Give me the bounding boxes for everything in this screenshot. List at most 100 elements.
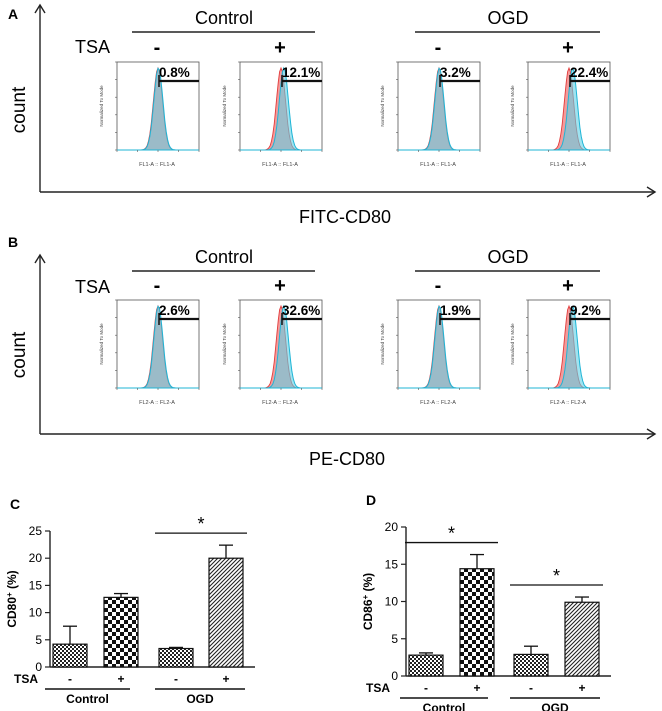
- panel-b: B count PE-CD80 TSA Control OGD -2.6%FL2…: [8, 234, 657, 469]
- panel-b-label: B: [8, 234, 18, 250]
- panel-a-xlabel: FITC-CD80: [299, 207, 391, 227]
- tsa-sign: -: [435, 37, 442, 59]
- bar: [103, 596, 139, 668]
- panel-b-xlabel: PE-CD80: [309, 449, 385, 469]
- y-axis-label-suffix: (%): [5, 570, 19, 592]
- y-axis-label: CD86+ (%): [361, 573, 376, 630]
- tsa-sign: -: [435, 275, 442, 297]
- panel-a-ylabel: count: [9, 86, 30, 133]
- tsa-label: TSA: [14, 672, 38, 686]
- panel-a-histogram: +12.1%FL1-A :: FL1-A Normalized To Mode: [222, 37, 323, 168]
- panel-b-histogram: +32.6%FL2-A :: FL2-A Normalized To Mode: [222, 275, 323, 406]
- percent-label: 0.8%: [159, 65, 190, 80]
- histogram-x-axis-label: FL1-A :: FL1-A: [262, 162, 298, 168]
- histogram-x-axis-label: FL1-A :: FL1-A: [550, 162, 586, 168]
- bar: [459, 568, 495, 677]
- histogram-x-axis-label: FL1-A :: FL1-A: [420, 162, 456, 168]
- tsa-sign: -: [174, 672, 178, 686]
- histogram-y-axis-label: Normalized To Mode: [99, 85, 104, 127]
- percent-label: 1.9%: [440, 303, 471, 318]
- y-tick-label: 15: [385, 557, 399, 571]
- panel-a-histogram: -0.8%FL1-A :: FL1-A Normalized To Mode: [99, 37, 200, 168]
- panel-b-group-ogd: OGD: [487, 247, 528, 267]
- y-axis-label-main: CD86: [361, 599, 375, 630]
- panel-c-bar-chart: C 0 5 10 15 20 25 CD80+ (%) - + - + TSA Control OGD *: [5, 496, 255, 706]
- significance-star: *: [197, 514, 204, 534]
- bar: [513, 653, 549, 677]
- bar: [52, 643, 88, 668]
- panel-a-tsa-label: TSA: [75, 37, 110, 57]
- histogram-x-axis-label: FL2-A :: FL2-A: [550, 400, 586, 406]
- y-tick-label: 20: [29, 551, 43, 565]
- histogram-x-axis-label: FL2-A :: FL2-A: [139, 400, 175, 406]
- cd80-peak: [117, 67, 199, 151]
- cd80-peak: [398, 67, 480, 151]
- panel-a-histogram: -3.2%FL1-A :: FL1-A Normalized To Mode: [380, 37, 481, 168]
- tsa-sign: +: [578, 681, 585, 695]
- tsa-sign: -: [154, 275, 161, 297]
- tsa-sign: +: [222, 672, 229, 686]
- panel-c-label: C: [10, 496, 20, 512]
- panel-b-histogram: -2.6%FL2-A :: FL2-A Normalized To Mode: [99, 275, 200, 406]
- y-tick-label: 0: [391, 669, 398, 683]
- histogram-y-axis-label: Normalized To Mode: [222, 323, 227, 365]
- tsa-sign: -: [529, 681, 533, 695]
- panel-b-ylabel: count: [9, 331, 30, 378]
- tsa-sign: +: [473, 681, 480, 695]
- bar: [208, 557, 244, 668]
- panel-a-x-arrow: [646, 186, 657, 198]
- significance-star: *: [553, 566, 560, 586]
- histogram-x-axis-label: FL2-A :: FL2-A: [262, 400, 298, 406]
- y-tick-label: 5: [391, 632, 398, 646]
- panel-b-y-arrow: [34, 253, 46, 264]
- histogram-y-axis-label: Normalized To Mode: [510, 85, 515, 127]
- group-label: Control: [423, 701, 466, 711]
- y-axis-label-suffix: (%): [361, 573, 375, 595]
- y-tick-label: 20: [385, 520, 399, 534]
- tsa-sign: +: [274, 37, 286, 59]
- tsa-sign: -: [68, 672, 72, 686]
- tsa-sign: +: [562, 275, 574, 297]
- percent-label: 2.6%: [159, 303, 190, 318]
- tsa-sign: -: [154, 37, 161, 59]
- y-tick-label: 10: [29, 606, 43, 620]
- panel-b-x-arrow: [646, 428, 657, 440]
- histogram-y-axis-label: Normalized To Mode: [99, 323, 104, 365]
- panel-a-y-arrow: [34, 3, 46, 14]
- tsa-sign: +: [117, 672, 124, 686]
- percent-label: 22.4%: [570, 65, 608, 80]
- panel-b-histogram: +9.2%FL2-A :: FL2-A Normalized To Mode: [510, 275, 611, 406]
- group-label: OGD: [541, 701, 569, 711]
- cd80-peak: [117, 305, 199, 389]
- tsa-sign: +: [562, 37, 574, 59]
- tsa-sign: -: [424, 681, 428, 695]
- panel-a-group-ogd: OGD: [487, 8, 528, 28]
- y-tick-label: 5: [35, 633, 42, 647]
- bar: [408, 654, 444, 677]
- y-tick-label: 15: [29, 578, 43, 592]
- panel-a: A count FITC-CD80 TSA Control OGD -0.8%F…: [8, 3, 657, 227]
- group-label: OGD: [186, 692, 214, 706]
- percent-label: 9.2%: [570, 303, 601, 318]
- y-axis-label-sup: +: [361, 594, 370, 599]
- tsa-sign: +: [274, 275, 286, 297]
- tsa-label: TSA: [366, 681, 390, 695]
- panel-b-histogram: -1.9%FL2-A :: FL2-A Normalized To Mode: [380, 275, 481, 406]
- cd80-peak: [398, 305, 480, 389]
- histogram-x-axis-label: FL2-A :: FL2-A: [420, 400, 456, 406]
- histogram-y-axis-label: Normalized To Mode: [510, 323, 515, 365]
- percent-label: 32.6%: [282, 303, 320, 318]
- panel-b-tsa-label: TSA: [75, 277, 110, 297]
- group-label: Control: [66, 692, 109, 706]
- panel-a-histogram: +22.4%FL1-A :: FL1-A Normalized To Mode: [510, 37, 611, 168]
- histogram-y-axis-label: Normalized To Mode: [380, 85, 385, 127]
- significance-star: *: [448, 524, 455, 544]
- panel-a-group-control: Control: [195, 8, 253, 28]
- histogram-y-axis-label: Normalized To Mode: [380, 323, 385, 365]
- y-tick-label: 25: [29, 524, 43, 538]
- y-tick-label: 0: [35, 660, 42, 674]
- y-tick-label: 10: [385, 595, 399, 609]
- y-axis-label: CD80+ (%): [5, 570, 20, 627]
